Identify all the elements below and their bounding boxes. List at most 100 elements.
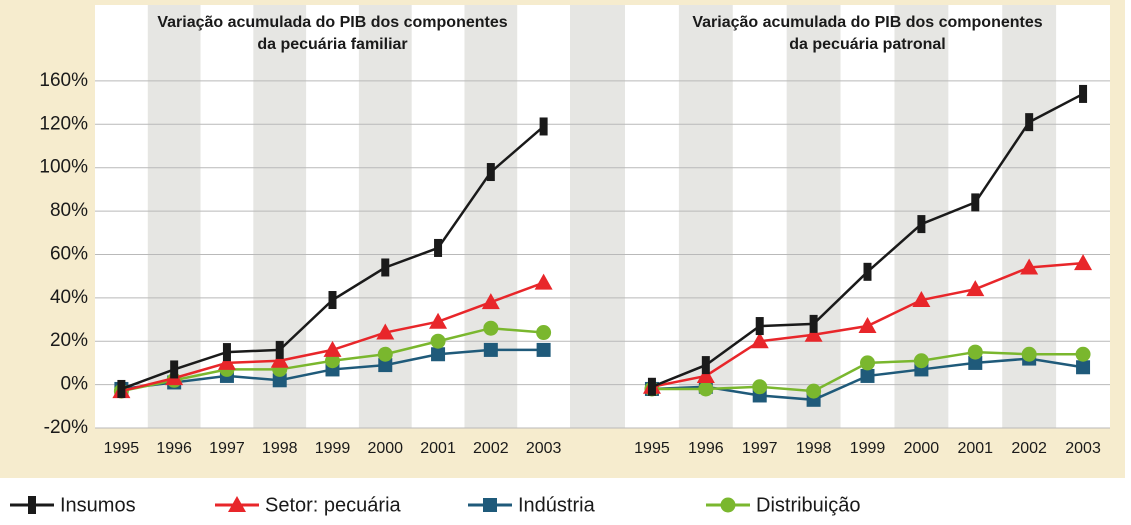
x-tick-label: 1999 (315, 440, 351, 457)
marker (270, 351, 289, 368)
x-tick-label: 2001 (420, 440, 456, 457)
marker (755, 317, 764, 336)
marker (431, 347, 446, 362)
marker (863, 262, 872, 281)
marker (860, 355, 875, 371)
marker (858, 317, 877, 334)
panel-gap (570, 5, 625, 428)
marker (752, 379, 768, 395)
marker (430, 333, 446, 349)
legend-label: Distribuição (756, 494, 860, 516)
marker (917, 215, 926, 234)
labels: -20% 0% 20% 40% 60% 80% 100% 120% 160% 1995 1996 19… (39, 14, 1101, 457)
marker (1076, 360, 1091, 375)
y-tick-label: 0% (61, 374, 89, 395)
marker (228, 496, 246, 512)
marker (696, 366, 715, 383)
marker (483, 320, 499, 336)
panel-title: Variação acumulada do PIB dos componente… (692, 14, 1042, 31)
marker (720, 497, 736, 513)
x-tick-label: 2000 (904, 440, 940, 457)
x-tick-label: 2003 (1065, 440, 1101, 457)
panel-title: Variação acumulada do PIB dos componente… (157, 14, 507, 31)
legend-label: Setor: pecuária (265, 494, 402, 516)
y-tick-label: 120% (39, 113, 88, 134)
marker (1021, 346, 1037, 362)
legend-item: Setor: pecuária (215, 494, 402, 516)
marker (377, 346, 393, 362)
legend-label: Insumos (60, 494, 136, 516)
stripe (147, 5, 201, 428)
x-tick-label: 1997 (742, 440, 778, 457)
marker (378, 358, 393, 373)
marker (860, 368, 875, 383)
marker (434, 238, 443, 257)
legend-label: Indústria (518, 494, 596, 516)
marker (1079, 84, 1088, 103)
marker (539, 117, 548, 136)
legend-item: Insumos (10, 494, 136, 516)
marker (381, 258, 390, 277)
panel-title: da pecuária patronal (789, 36, 946, 53)
marker (750, 332, 769, 349)
marker (967, 344, 983, 360)
y-tick-label: 40% (50, 287, 88, 308)
marker (323, 340, 342, 357)
x-tick-label: 1998 (262, 440, 298, 457)
marker (486, 163, 495, 182)
legend-item: Distribuição (706, 494, 860, 516)
x-tick-label: 2002 (1011, 440, 1047, 457)
marker (806, 383, 822, 399)
marker (481, 293, 500, 310)
marker (536, 325, 552, 341)
x-tick-label: 1997 (209, 440, 245, 457)
y-tick-label: -20% (44, 417, 88, 438)
marker (325, 353, 340, 369)
y-tick-label: 60% (50, 243, 88, 264)
marker (483, 342, 498, 357)
marker (376, 323, 395, 340)
marker (913, 353, 929, 369)
x-tick-label: 2001 (957, 440, 993, 457)
panel-title: da pecuária familiar (257, 36, 407, 53)
marker (483, 498, 497, 512)
x-tick-label: 2002 (473, 440, 509, 457)
marker (275, 340, 284, 359)
y-tick-label: 160% (39, 70, 88, 91)
marker (536, 342, 551, 357)
stripe (786, 5, 841, 428)
marker (809, 314, 818, 333)
marker (1025, 113, 1034, 132)
marker (117, 379, 126, 398)
x-tick-label: 2000 (367, 440, 403, 457)
marker (804, 325, 823, 342)
marker (912, 291, 931, 308)
marker (971, 193, 980, 212)
y-tick-label: 80% (50, 200, 88, 221)
marker (647, 377, 656, 396)
x-tick-label: 1995 (104, 440, 140, 457)
grid (95, 80, 1110, 429)
marker (534, 273, 553, 290)
marker (698, 381, 714, 397)
marker (966, 280, 985, 297)
marker (217, 353, 236, 370)
marker (28, 496, 36, 514)
x-tick-label: 1996 (688, 440, 724, 457)
y-tick-label: 20% (50, 330, 88, 351)
marker (328, 291, 337, 310)
y-tick-label: 100% (39, 157, 88, 178)
stripe (464, 5, 518, 428)
marker (1074, 254, 1093, 271)
marker (170, 360, 179, 379)
marker (222, 343, 231, 362)
legend-item: Indústria (468, 494, 596, 516)
x-tick-label: 1999 (850, 440, 886, 457)
marker (429, 312, 448, 329)
x-tick-label: 1996 (156, 440, 192, 457)
marker (1020, 258, 1039, 275)
marks (112, 84, 1093, 407)
marker (701, 356, 710, 375)
marker (968, 355, 983, 370)
